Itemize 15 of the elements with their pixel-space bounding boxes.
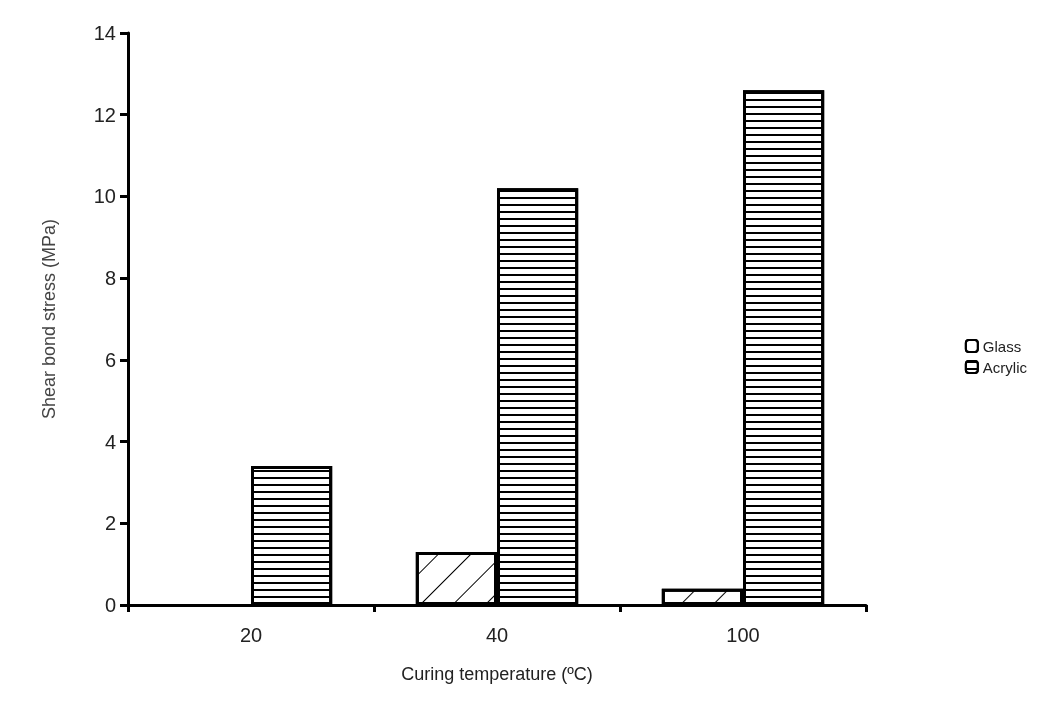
y-axis-title: Shear bond stress (MPa) [39, 218, 59, 420]
y-tick-label: 10 [93, 185, 116, 208]
x-tick-label: 20 [239, 624, 263, 646]
y-tick-label: 2 [104, 512, 116, 535]
y-tick-label: 6 [104, 348, 116, 371]
legend-label: Glass [982, 337, 1022, 355]
y-tick-label: 4 [104, 430, 116, 453]
y-tick-label: 0 [104, 594, 116, 616]
x-axis-title: Curing temperature (ºC) [401, 664, 593, 684]
x-tick-label: 100 [726, 624, 760, 646]
x-tick-label: 40 [485, 624, 509, 646]
legend-label: Acrylic [982, 358, 1028, 376]
y-tick-label: 12 [93, 103, 116, 126]
y-tick-label: 8 [104, 267, 116, 290]
y-tick-label: 14 [93, 22, 116, 44]
